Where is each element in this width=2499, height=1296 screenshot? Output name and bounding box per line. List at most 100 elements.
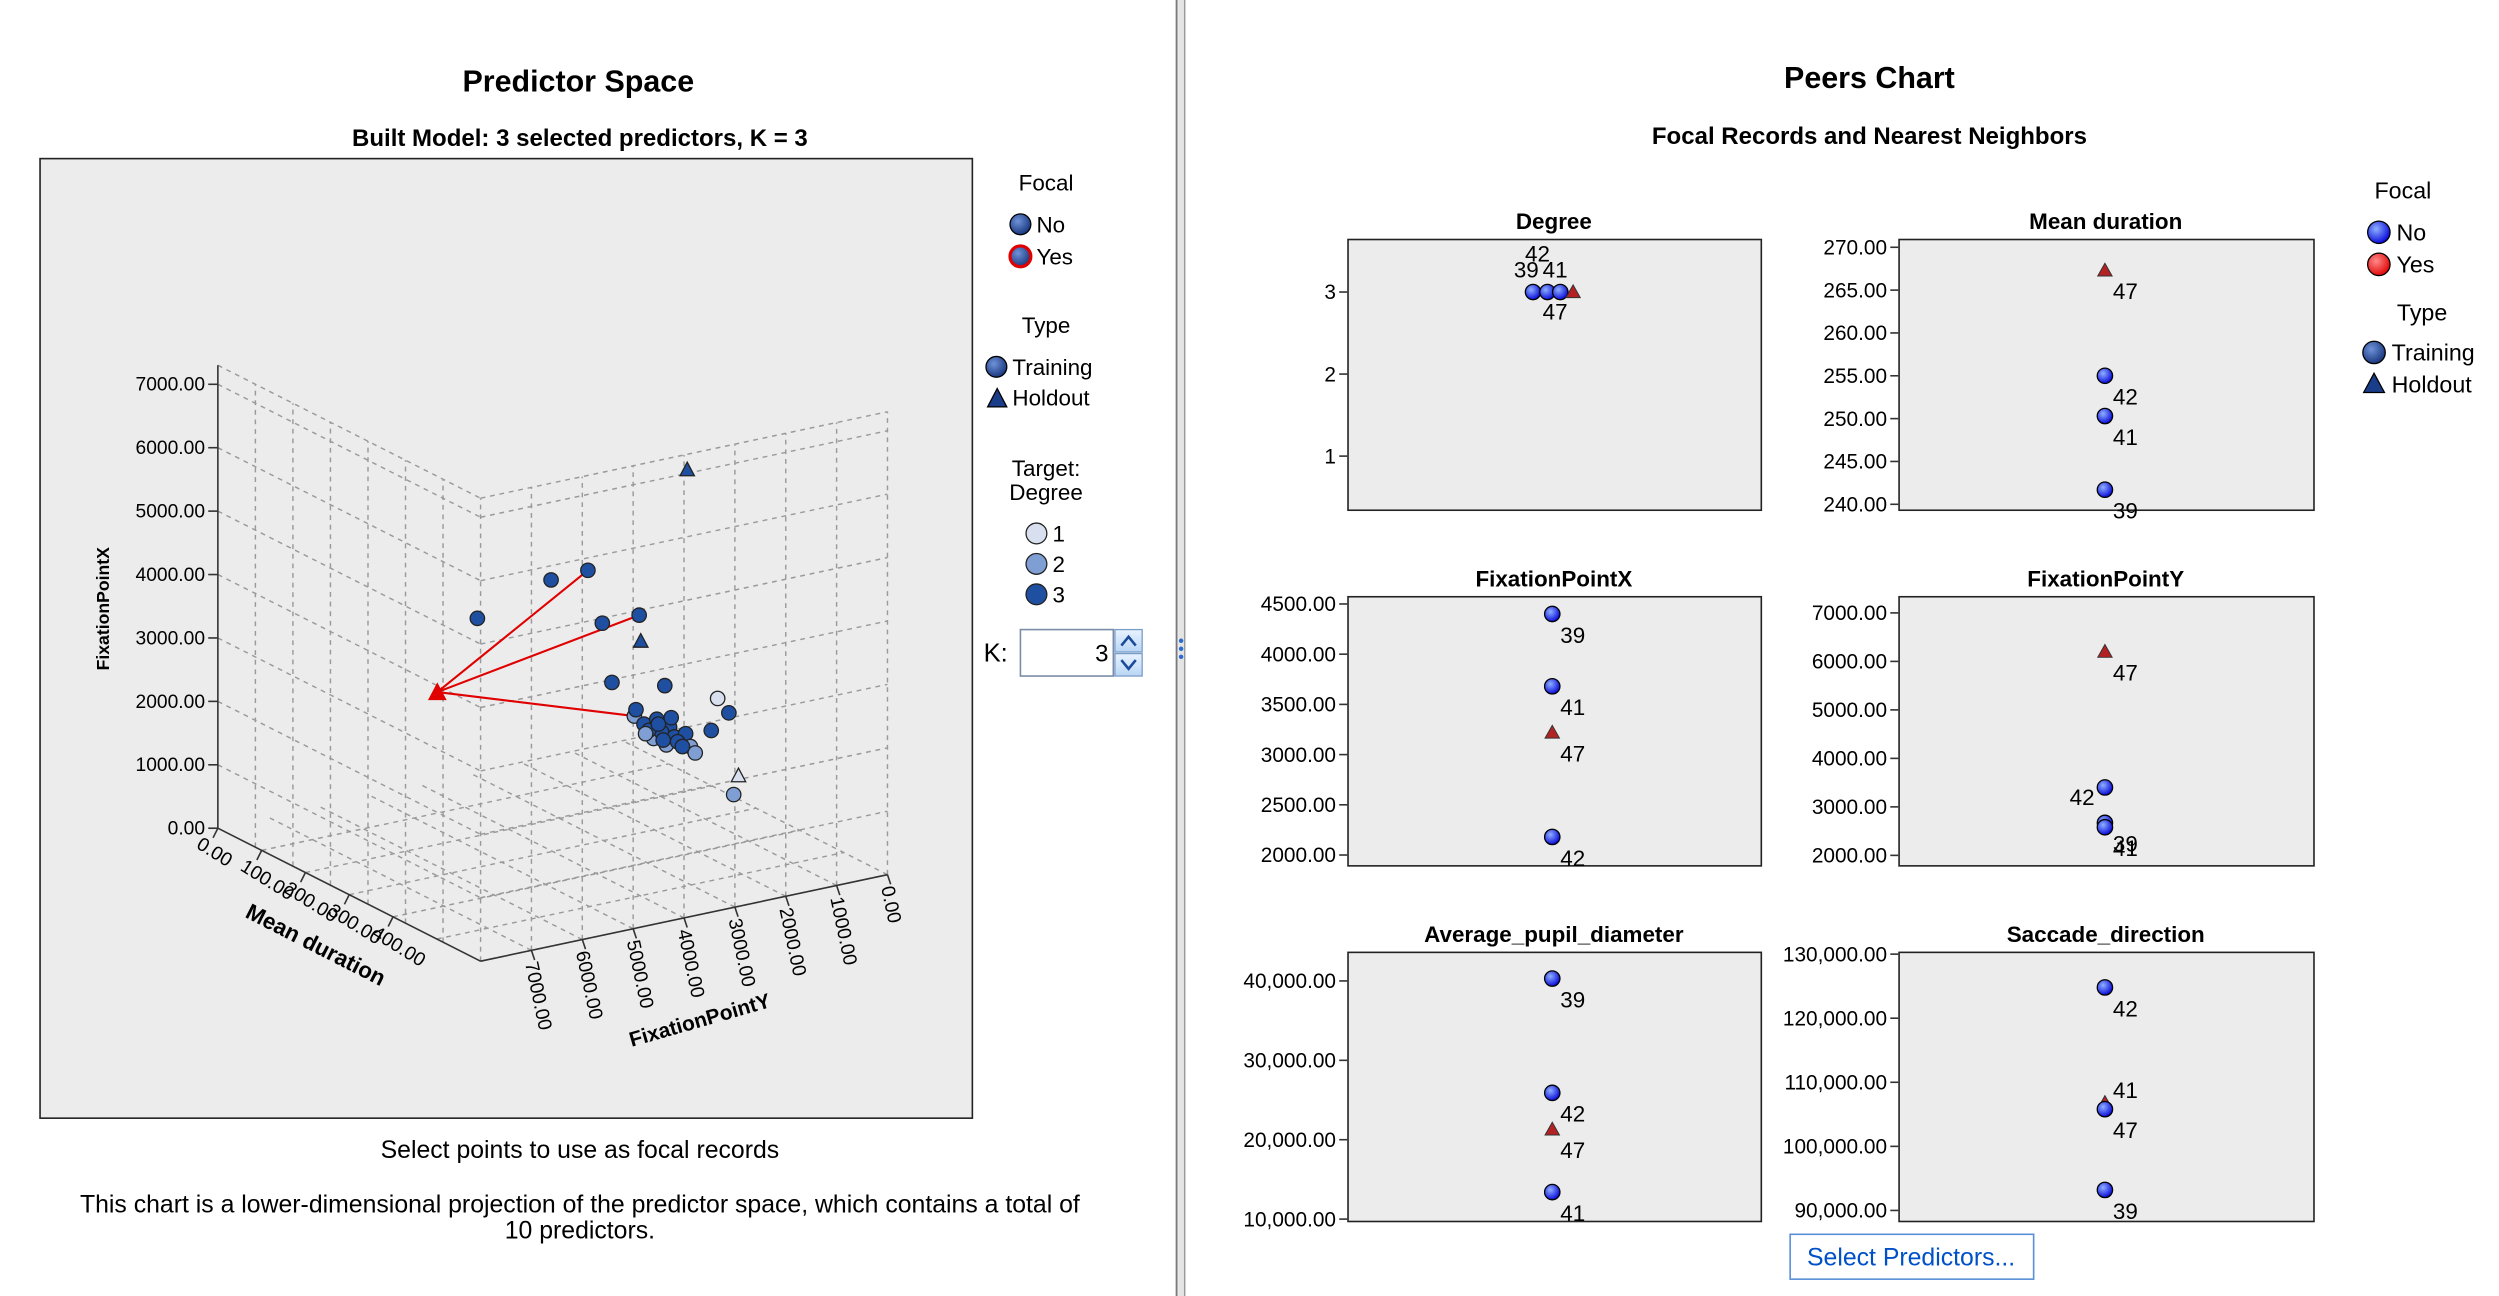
k-label: K:	[984, 640, 1008, 668]
peer-neighbor-point[interactable]	[2096, 818, 2114, 836]
peer-point-label: 42	[2113, 996, 2138, 1021]
training-point[interactable]	[543, 572, 559, 588]
tick-label-fixation-x: 6000.00	[136, 438, 205, 459]
peer-point-label: 41	[2113, 836, 2138, 861]
chevron-up-icon	[1120, 634, 1137, 647]
training-point[interactable]	[721, 705, 737, 721]
legend-focal-no-label: No	[1036, 212, 1065, 237]
k-input[interactable]	[1019, 628, 1115, 677]
legend-right-focal-title: Focal	[2374, 178, 2431, 204]
legend-training-marker	[985, 355, 1008, 378]
training-point[interactable]	[709, 690, 726, 707]
3d-plot-background[interactable]	[39, 157, 974, 1119]
training-point[interactable]	[637, 725, 654, 742]
peer-fixation-point-x: FixationPointX 2000.00 2500.00 3000.00 3500.…	[1261, 566, 1763, 871]
training-point[interactable]	[580, 562, 596, 579]
peer-neighbor-point[interactable]	[1543, 970, 1561, 987]
peer-neighbor-point[interactable]	[2096, 1100, 2114, 1118]
peer-tick-label: 5000.00	[1812, 699, 1887, 722]
peer-neighbor-point[interactable]	[2096, 1181, 2114, 1199]
legend-type-title: Type	[1022, 313, 1071, 338]
tick-label-fixation-x: 0.00	[168, 819, 205, 840]
3d-axes	[212, 365, 892, 962]
peer-neighbor-point[interactable]	[2096, 481, 2114, 499]
training-point[interactable]	[594, 615, 611, 632]
peer-tick-label: 250.00	[1823, 408, 1887, 431]
holdout-point[interactable]	[730, 766, 747, 783]
legend-training-label: Training	[1012, 355, 1092, 380]
focal-record-marker[interactable]	[427, 682, 447, 701]
select-predictors-button[interactable]: Select Predictors...	[1789, 1233, 2035, 1280]
training-point[interactable]	[655, 732, 672, 748]
peer-point-label: 41	[1560, 695, 1585, 720]
peer-point-label: 39	[1560, 987, 1585, 1012]
select-predictors-link[interactable]: Select Predictors...	[1807, 1245, 2015, 1272]
k-spinner[interactable]: K: 3	[984, 628, 1143, 677]
training-point[interactable]	[656, 677, 673, 694]
training-point[interactable]	[631, 607, 648, 624]
predictor-space-panel: Predictor Space Built Model: 3 selected …	[39, 64, 1143, 1244]
peer-point-label: 42	[1560, 1102, 1585, 1127]
peer-neighbor-point[interactable]	[2096, 367, 2114, 385]
k-value[interactable]: 3	[1095, 641, 1108, 668]
neighbor-link-line	[437, 691, 635, 718]
peer-panel-frame	[1347, 238, 1763, 512]
legend-right-focal-no-marker	[2367, 220, 2391, 245]
peer-neighbor-point[interactable]	[1543, 605, 1561, 623]
holdout-point[interactable]	[678, 460, 696, 477]
training-point[interactable]	[674, 738, 691, 755]
peer-tick-label: 3000.00	[1261, 744, 1336, 767]
holdout-point[interactable]	[632, 632, 650, 648]
training-point[interactable]	[687, 745, 704, 761]
training-point[interactable]	[628, 701, 644, 718]
description-line-2: 10 predictors.	[505, 1217, 655, 1244]
training-point[interactable]	[663, 709, 680, 726]
peer-neighbor-point[interactable]	[2096, 979, 2114, 996]
training-point[interactable]	[469, 610, 486, 627]
peer-panel-title: FixationPointY	[2027, 566, 2184, 591]
legend-right-holdout-label: Holdout	[2392, 371, 2473, 397]
peer-point-label: 42	[1560, 846, 1585, 871]
peer-tick-label: 4000.00	[1261, 643, 1336, 666]
peer-fixation-point-y: FixationPointY 2000.00 3000.00 4000.00 5000.…	[1812, 566, 2315, 868]
peer-focal-point[interactable]	[2096, 262, 2113, 277]
tick-label-fixation-x: 2000.00	[136, 692, 205, 713]
predictor-space-subtitle: Built Model: 3 selected predictors, K = …	[352, 125, 808, 152]
peer-neighbor-point[interactable]	[1524, 283, 1542, 301]
training-point[interactable]	[604, 674, 620, 691]
splitter-grip-icon[interactable]	[1178, 638, 1184, 644]
training-point[interactable]	[703, 722, 720, 739]
k-increment-button[interactable]	[1114, 628, 1143, 653]
k-decrement-button[interactable]	[1114, 652, 1143, 677]
peer-neighbor-point[interactable]	[1543, 828, 1561, 846]
right-legend: Focal No Yes Type Training Holdout	[2362, 178, 2475, 397]
peer-tick-label: 270.00	[1823, 236, 1887, 259]
peer-point-label: 42	[2070, 785, 2095, 810]
peer-neighbor-point[interactable]	[1543, 1084, 1561, 1102]
3d-data-points[interactable]	[427, 460, 747, 803]
peer-neighbor-point[interactable]	[2096, 407, 2114, 425]
select-predictors-button-frame[interactable]	[1789, 1233, 2035, 1280]
peer-tick-label: 7000.00	[1812, 602, 1887, 625]
peer-tick-label: 3500.00	[1261, 694, 1336, 717]
peer-focal-point[interactable]	[2096, 643, 2113, 658]
legend-focal-yes-label: Yes	[1036, 244, 1073, 269]
training-point[interactable]	[650, 716, 667, 732]
peer-neighbor-point[interactable]	[1543, 677, 1561, 695]
legend-focal-title: Focal	[1019, 171, 1074, 196]
legend-target-3-label: 3	[1052, 582, 1064, 607]
legend-right-holdout-marker	[2362, 371, 2386, 394]
peer-neighbor-point[interactable]	[1543, 1183, 1561, 1201]
panel-splitter[interactable]	[1175, 0, 1186, 1296]
peer-tick-label: 120,000.00	[1783, 1007, 1887, 1030]
peer-neighbor-point[interactable]	[2096, 779, 2114, 796]
peer-tick-label: 3	[1324, 281, 1336, 304]
peer-focal-point[interactable]	[1544, 1121, 1561, 1136]
3d-plot-area[interactable]: 0.00 1000.00 2000.00 3000.00 4000.00 5000.00 6…	[39, 157, 974, 1119]
peer-neighbor-point[interactable]	[1551, 283, 1569, 301]
peer-focal-point[interactable]	[1565, 283, 1582, 299]
training-point[interactable]	[725, 786, 742, 803]
peer-focal-point[interactable]	[1544, 724, 1561, 739]
